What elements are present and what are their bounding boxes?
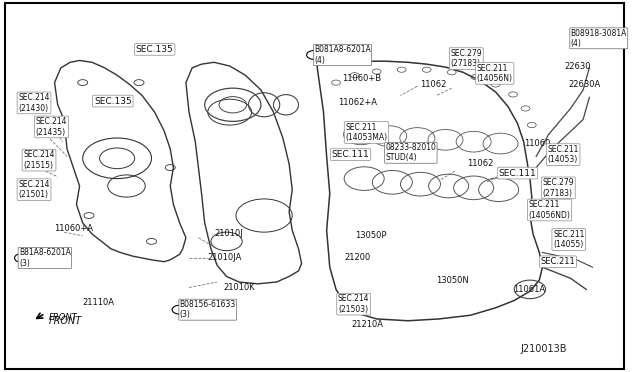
Text: B081A8-6201A
(4): B081A8-6201A (4) (314, 45, 371, 65)
Text: SEC.214
(21503): SEC.214 (21503) (338, 295, 369, 314)
Text: SEC.214
(21430): SEC.214 (21430) (19, 93, 50, 113)
Text: 11062: 11062 (420, 80, 447, 89)
Text: 11061A: 11061A (513, 285, 545, 294)
Text: B08918-3081A
(4): B08918-3081A (4) (571, 29, 627, 48)
Text: SEC.111: SEC.111 (332, 150, 369, 159)
Text: J210013B: J210013B (521, 344, 568, 354)
Text: 22630A: 22630A (568, 80, 600, 89)
Text: 08233-82010
STUD(4): 08233-82010 STUD(4) (385, 143, 436, 163)
Text: SEC.111: SEC.111 (499, 169, 536, 177)
Text: 21110A: 21110A (83, 298, 115, 307)
Text: SEC.211: SEC.211 (541, 257, 575, 266)
Text: SEC.214
(21515): SEC.214 (21515) (23, 150, 55, 170)
Text: 11060: 11060 (524, 139, 550, 148)
Text: 11062+A: 11062+A (338, 99, 377, 108)
Text: SEC.135: SEC.135 (94, 97, 132, 106)
Text: B81A8-6201A
(3): B81A8-6201A (3) (19, 248, 71, 268)
Text: 21010JA: 21010JA (208, 253, 242, 263)
Text: 21210A: 21210A (351, 320, 383, 329)
Text: SEC.214
(21435): SEC.214 (21435) (36, 117, 67, 137)
Text: SEC.211
(14053): SEC.211 (14053) (547, 145, 579, 164)
Text: FRONT: FRONT (48, 312, 77, 322)
Text: FRONT: FRONT (48, 316, 81, 326)
Text: 13050P: 13050P (355, 231, 387, 240)
Text: SEC.279
(27183): SEC.279 (27183) (451, 49, 482, 68)
Text: 11060+A: 11060+A (54, 224, 93, 233)
Text: 11062: 11062 (467, 159, 493, 169)
Text: 21010K: 21010K (223, 283, 255, 292)
Text: SEC.211
(14056N): SEC.211 (14056N) (477, 64, 513, 83)
Text: 21010J: 21010J (214, 230, 243, 238)
Text: B08156-61633
(3): B08156-61633 (3) (180, 300, 236, 320)
Text: 13050N: 13050N (436, 276, 469, 285)
Text: 22630: 22630 (564, 61, 591, 71)
Text: 11060+B: 11060+B (342, 74, 381, 83)
Text: 21200: 21200 (344, 253, 371, 263)
Text: SEC.214
(21501): SEC.214 (21501) (19, 180, 50, 199)
Text: SEC.135: SEC.135 (136, 45, 173, 54)
Text: SEC.211
(14055): SEC.211 (14055) (553, 230, 584, 249)
Text: SEC.279
(27183): SEC.279 (27183) (543, 178, 574, 198)
Text: SEC.211
(14053MA): SEC.211 (14053MA) (346, 123, 388, 142)
Text: SEC.211
(14056ND): SEC.211 (14056ND) (529, 200, 570, 220)
